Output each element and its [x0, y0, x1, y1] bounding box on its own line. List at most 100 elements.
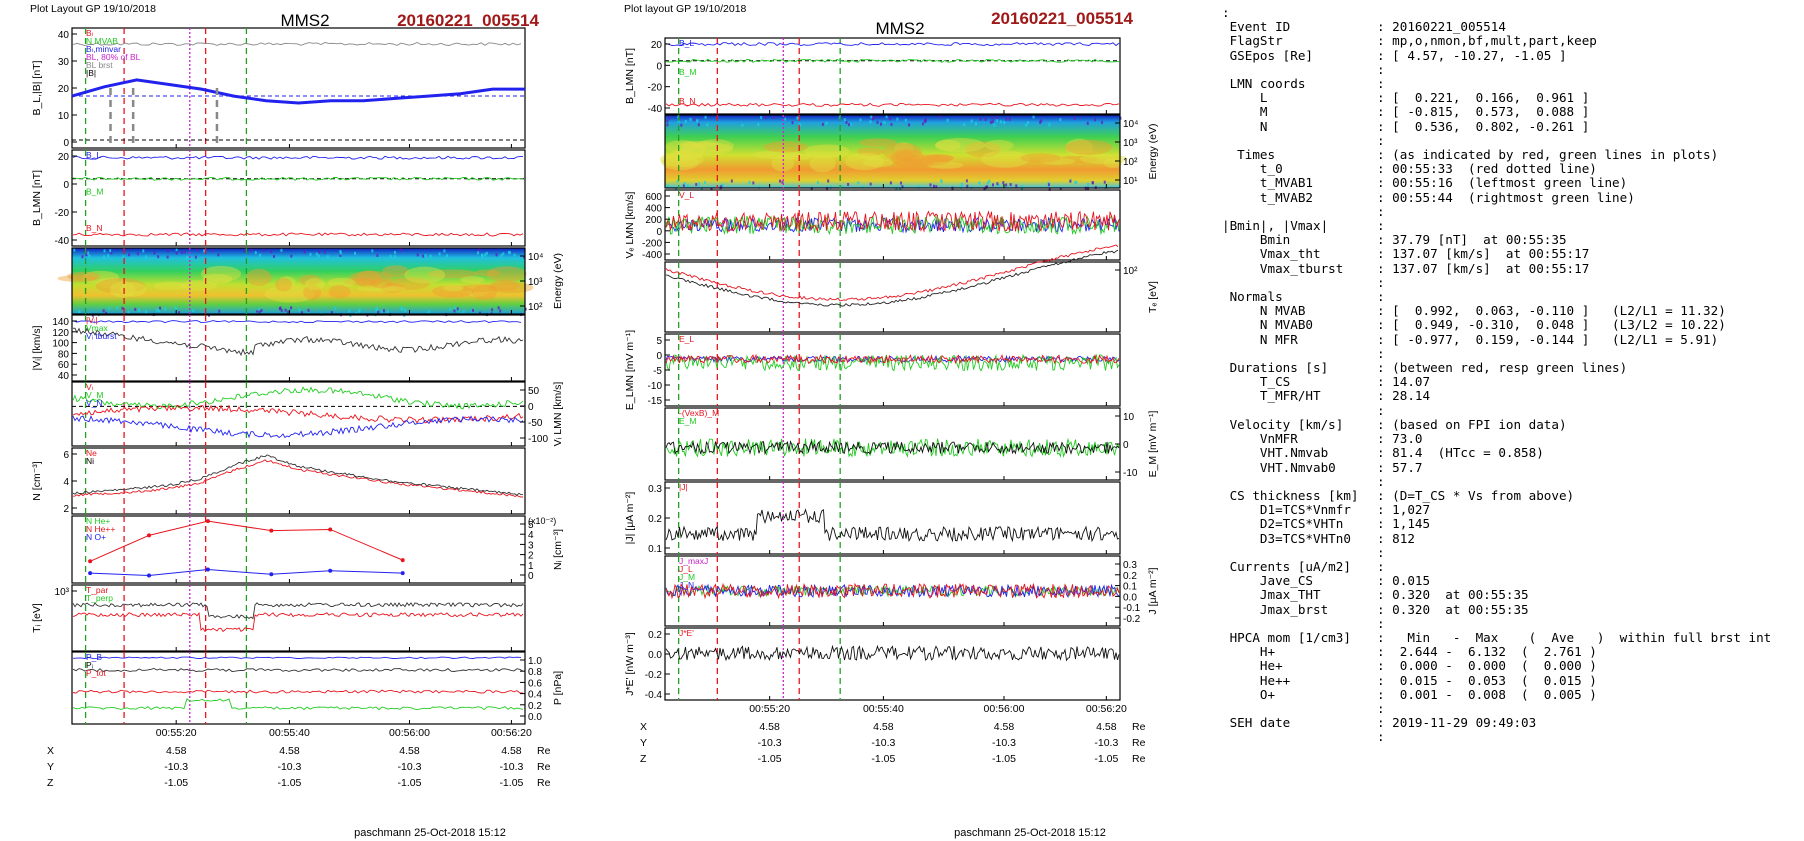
info-key: N MVAB [1222, 303, 1306, 319]
spectrogram-cell [1039, 120, 1042, 124]
spectrogram-cell [1002, 181, 1005, 185]
spectrogram-cell [879, 122, 882, 126]
spectrogram-cell [978, 181, 981, 185]
info-key [1222, 276, 1377, 290]
spectrogram-cell [339, 250, 342, 254]
spectrogram-cell [904, 154, 951, 166]
info-key: Event ID [1222, 19, 1291, 35]
spectrogram-cell [938, 115, 941, 119]
info-key: T_CS [1222, 374, 1291, 390]
spectrogram-cell [144, 310, 147, 314]
spectrogram-cell [1020, 153, 1061, 163]
spectrogram-cell [704, 115, 707, 119]
y-tick-label: 0.3 [1123, 560, 1137, 571]
info-key [1222, 475, 1377, 489]
subplot-frame [71, 381, 526, 447]
ephem-value: 4.58 [501, 745, 522, 757]
spectrogram-cell [508, 250, 511, 254]
spectrogram-cell [175, 251, 178, 255]
info-value: : 0.001 - 0.008 ( 0.005 ) [1377, 686, 1597, 702]
spectrogram-cell [453, 309, 456, 313]
spectrogram-cell [974, 122, 977, 126]
spectrogram-cell [821, 122, 824, 126]
y-tick-label: -10 [1123, 468, 1138, 479]
spectrogram-cell [659, 152, 704, 168]
ephem-value: -10.3 [1094, 737, 1118, 749]
info-row: M: [ -0.815, 0.573, 0.088 ] [1222, 105, 1771, 119]
data-series-line [665, 42, 1120, 47]
data-series-line [72, 698, 524, 711]
y-tick-label: 600 [645, 192, 662, 203]
subplot-frame [664, 481, 1121, 555]
spectrogram-cell [991, 116, 994, 120]
spectrogram-cell [661, 154, 699, 171]
spectrogram-cell [946, 118, 949, 122]
spectrogram-cell [500, 253, 503, 257]
spectrogram-cell [389, 254, 392, 258]
info-key: Currents [uA/m2] [1222, 558, 1351, 574]
y-axis-label: E_M [mV m⁻¹] [1147, 411, 1159, 478]
y-tick-label: -200 [642, 238, 662, 249]
info-value: : 2.644 - 6.132 ( 2.761 ) [1377, 644, 1597, 660]
spectrogram-cell [849, 122, 852, 126]
ephem-value: -10.3 [164, 761, 188, 773]
spectrogram-cell [355, 270, 383, 289]
info-row: Jmax_brst: 0.320 at 00:55:35 [1222, 602, 1771, 617]
y-tick-label: 10³ [1123, 138, 1138, 149]
spectrogram-cell [218, 309, 221, 313]
spectrogram-cell [857, 181, 860, 185]
y-axis-label: Vₑ LMN [km/s] [624, 191, 636, 258]
info-row: Jmax_THT: 0.320 at 00:55:35 [1222, 588, 1771, 602]
ephem-name: Y [640, 737, 647, 749]
spectrogram-cell [491, 308, 494, 312]
spectrogram-cell [127, 310, 130, 314]
spectrogram-cell [907, 123, 910, 127]
ephem-value: 4.58 [166, 745, 187, 757]
spectrogram-cell [264, 285, 316, 303]
y-tick-label: 2 [63, 504, 69, 515]
spectrogram-cell [677, 119, 680, 123]
info-value: : 20160221_005514 [1377, 19, 1506, 35]
spectrogram-cell [428, 310, 431, 314]
spectrogram-cell [963, 123, 966, 127]
x-tick-label: 00:56:20 [1086, 703, 1127, 715]
spectrogram-cell [370, 279, 393, 289]
info-value: : 81.4 (HTcc = 0.858) [1377, 445, 1544, 461]
y-tick-label: 0 [63, 138, 69, 149]
info-row: : [1222, 204, 1771, 219]
spectrogram-cell [1059, 187, 1062, 191]
info-row: O+: 0.001 - 0.008 ( 0.005 ) [1222, 686, 1771, 702]
ephem-value: -10.3 [758, 737, 782, 749]
info-key: L [1222, 90, 1268, 106]
spectrogram-cell [1065, 139, 1112, 156]
spectrogram-cell [330, 311, 333, 315]
spectrogram-cell [108, 306, 111, 310]
ephem-unit: Re [537, 745, 551, 757]
info-key: FlagStr [1222, 33, 1283, 49]
spacecraft-title: MMS2 [280, 11, 329, 30]
y-tick-label: 140 [52, 317, 69, 328]
spectrogram-cell [134, 307, 137, 311]
spectrogram-cell [110, 251, 113, 255]
spectrogram-cell [348, 309, 351, 313]
spectrogram-cell [803, 144, 850, 159]
spectrogram-cell [105, 311, 108, 315]
spectrogram-cell [676, 179, 679, 183]
spectrogram-cell [303, 285, 322, 300]
spectrogram-cell [300, 311, 303, 315]
spectrogram-cell [929, 183, 932, 187]
legend-entry: B_N [679, 96, 696, 106]
spectrogram-cell [153, 281, 187, 291]
spectrogram-cell [799, 123, 802, 127]
spectrogram-cell [438, 252, 441, 256]
info-key [1222, 347, 1377, 361]
info-value: : [ -0.815, 0.573, 0.088 ] [1377, 104, 1590, 120]
spectrogram-cell [326, 255, 329, 259]
spectrogram-cell [57, 275, 98, 282]
info-key: GSEpos [Re] [1222, 47, 1313, 63]
spectrogram-cell [202, 273, 233, 285]
ephem-value: -1.05 [992, 753, 1016, 765]
spectrogram-cell [678, 140, 718, 148]
spectrogram-cell [698, 182, 701, 186]
y-tick-label: 20 [58, 84, 70, 95]
